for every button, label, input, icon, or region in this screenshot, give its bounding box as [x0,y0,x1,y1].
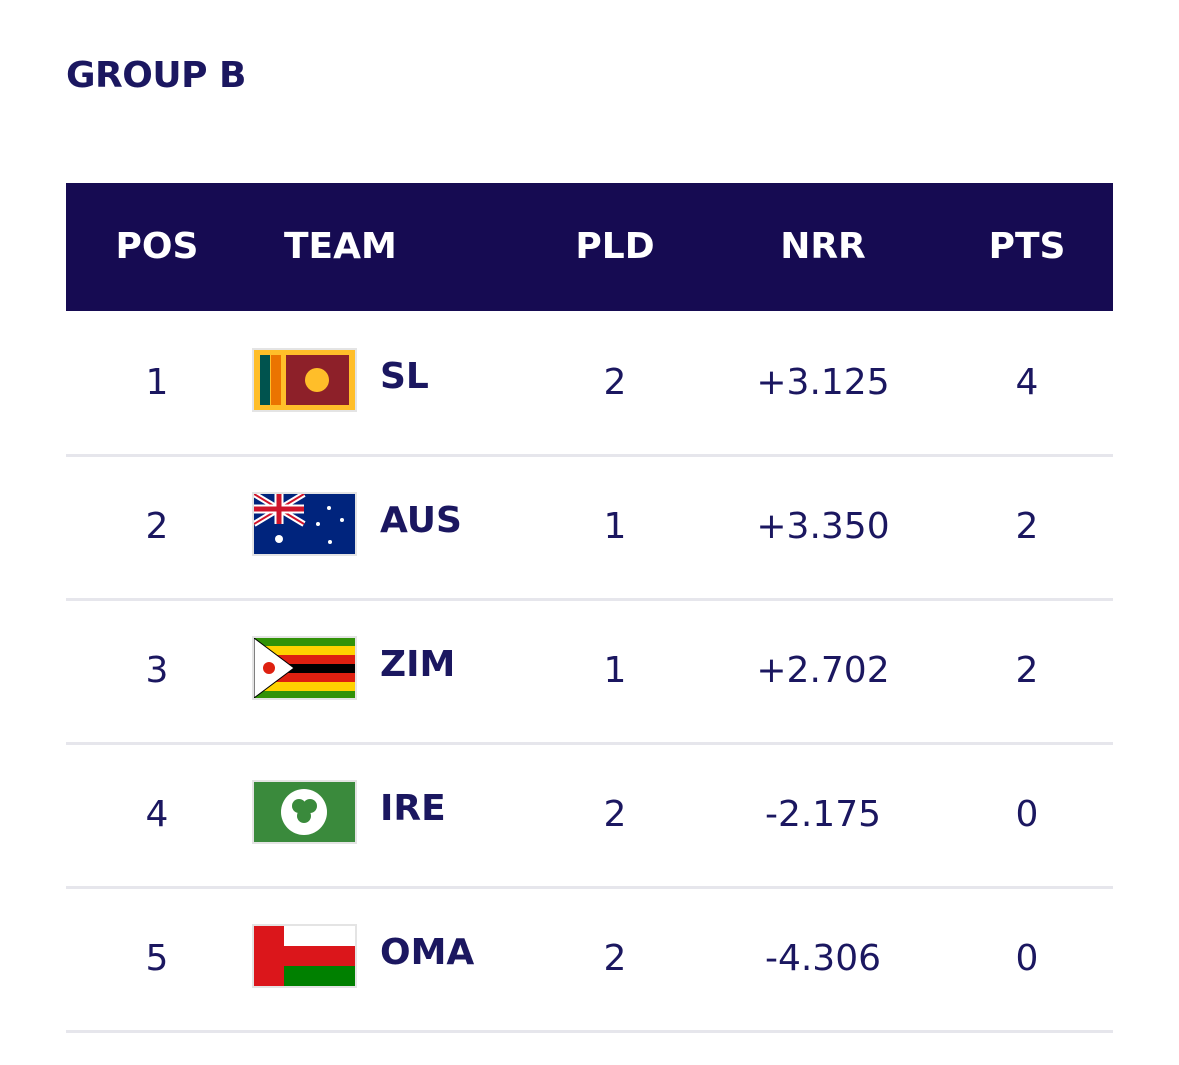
flag-image [252,636,357,700]
table-header: POS TEAM PLD NRR PTS [66,183,1113,311]
position: 5 [145,938,169,979]
played: 2 [603,938,627,979]
team-name: OMA [380,932,475,973]
team-name: AUS [380,500,462,541]
played: 2 [603,794,627,835]
net-run-rate: +3.125 [756,362,890,403]
points: 0 [1015,938,1039,979]
points: 0 [1015,794,1039,835]
played: 2 [603,362,627,403]
team-flag [252,491,357,556]
team-name: ZIM [380,644,456,685]
row-divider [66,454,1113,457]
row-divider [66,598,1113,601]
points: 2 [1015,650,1039,691]
net-run-rate: +3.350 [756,506,890,547]
net-run-rate: -2.175 [764,794,882,835]
position: 2 [145,506,169,547]
flag-image [252,491,357,556]
position: 4 [145,794,169,835]
row-divider [66,886,1113,889]
points: 2 [1015,506,1039,547]
column-header: PLD [575,226,655,267]
group-title: GROUP B [66,55,246,96]
team-name: IRE [380,788,446,829]
played: 1 [603,650,627,691]
flag-image [252,348,357,412]
flag-image [252,780,357,844]
team-flag [252,348,357,412]
points: 4 [1015,362,1039,403]
column-header: TEAM [284,226,397,267]
column-header: NRR [780,226,866,267]
position: 3 [145,650,169,691]
column-header: POS [115,226,199,267]
team-flag [252,924,357,988]
flag-image [252,924,357,988]
column-header: PTS [988,226,1066,267]
row-divider [66,1030,1113,1033]
net-run-rate: +2.702 [756,650,890,691]
team-name: SL [380,356,429,397]
row-divider [66,742,1113,745]
net-run-rate: -4.306 [764,938,882,979]
team-flag [252,780,357,844]
played: 1 [603,506,627,547]
position: 1 [145,362,169,403]
team-flag [252,636,357,700]
